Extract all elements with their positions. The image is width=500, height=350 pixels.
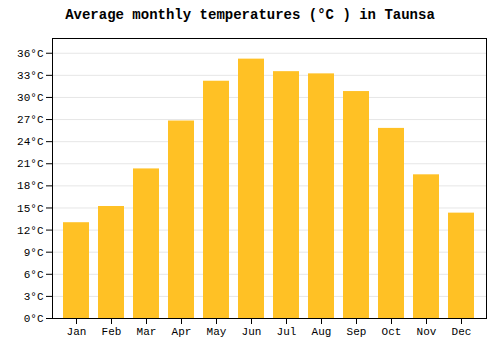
svg-text:12°C: 12°C	[17, 225, 44, 237]
svg-text:Nov: Nov	[417, 326, 437, 338]
svg-text:33°C: 33°C	[17, 70, 44, 82]
svg-text:Dec: Dec	[452, 326, 472, 338]
svg-text:3°C: 3°C	[24, 291, 44, 303]
svg-text:27°C: 27°C	[17, 114, 44, 126]
svg-text:30°C: 30°C	[17, 92, 44, 104]
svg-text:Jun: Jun	[242, 326, 262, 338]
svg-text:36°C: 36°C	[17, 48, 44, 60]
svg-text:May: May	[207, 326, 227, 338]
svg-text:Aug: Aug	[312, 326, 332, 338]
svg-text:15°C: 15°C	[17, 202, 44, 214]
html-text:Average monthly temperatures (: Average monthly temperatures (°C ) in Ta…	[65, 7, 435, 23]
svg-text:Mar: Mar	[137, 326, 157, 338]
svg-text:21°C: 21°C	[17, 158, 44, 170]
svg-text:9°C: 9°C	[24, 247, 44, 259]
svg-text:24°C: 24°C	[17, 136, 44, 148]
svg-text:Jan: Jan	[67, 326, 87, 338]
svg-text:Jul: Jul	[277, 326, 297, 338]
svg-text:Oct: Oct	[382, 326, 402, 338]
svg-text:Sep: Sep	[347, 326, 367, 338]
svg-text:6°C: 6°C	[24, 269, 44, 281]
svg-text:Apr: Apr	[172, 326, 192, 338]
svg-text:0°C: 0°C	[24, 313, 44, 325]
svg-text:Feb: Feb	[102, 326, 122, 338]
svg-text:18°C: 18°C	[17, 180, 44, 192]
